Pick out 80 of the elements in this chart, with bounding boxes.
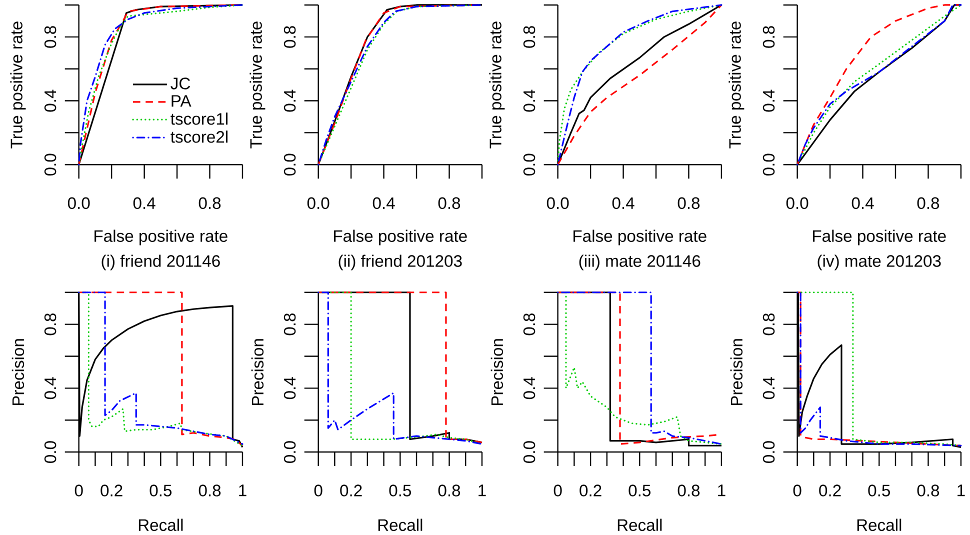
x-tick-label: 0.8 <box>678 484 700 496</box>
x-tick-label: 0 <box>74 484 83 496</box>
y-tick-label: 0.0 <box>762 154 775 176</box>
x-tick-label: 0 <box>314 484 322 496</box>
x-tick-label: 0 <box>793 484 802 496</box>
x-tick-label: 0.4 <box>852 197 874 209</box>
y-tick-label: 0.0 <box>284 440 296 463</box>
y-tick-label: 0.4 <box>284 90 296 112</box>
x-tick-label: 0.5 <box>628 484 650 496</box>
x-tick-label: 0.2 <box>100 484 122 496</box>
text: (iv) mate 201203 <box>818 254 941 270</box>
y-tick-label: 0.4 <box>284 376 296 399</box>
x-tick-label: 0.8 <box>678 197 700 209</box>
y-tick-label: 0.8 <box>523 313 536 336</box>
x-tick-label: 0.8 <box>198 197 221 209</box>
legend-label: tscore2l <box>170 130 228 143</box>
x-tick-label: 0.5 <box>150 484 172 496</box>
x-axis-title: False positive rate <box>94 230 228 246</box>
x-tick-label: 0.5 <box>389 484 412 496</box>
y-axis-title: Precision <box>490 338 504 405</box>
y-tick-label: 0.0 <box>762 440 775 463</box>
y-tick-label: 0.0 <box>44 440 56 463</box>
legend-label: tscore1l <box>170 112 228 125</box>
y-axis-title: True positive rate <box>10 21 26 148</box>
y-tick-label: 0.0 <box>44 154 56 176</box>
y-tick-label: 0.8 <box>523 26 536 48</box>
x-axis-title: False positive rate <box>334 230 467 246</box>
y-axis-title: Precision <box>251 338 264 405</box>
x-tick-label: 1 <box>478 484 486 496</box>
y-tick-label: 0.8 <box>284 26 296 48</box>
x-tick-label: 0.8 <box>198 484 221 496</box>
x-axis-title: Recall <box>378 518 422 531</box>
y-tick-label: 0.0 <box>523 154 536 176</box>
x-tick-label: 0.2 <box>819 484 841 496</box>
x-tick-label: 1 <box>239 484 246 496</box>
y-axis-title: Precision <box>730 338 743 405</box>
y-tick-label: 0.4 <box>523 90 536 112</box>
x-tick-label: 0.4 <box>372 197 395 209</box>
x-tick-label: 1 <box>718 484 726 496</box>
x-tick-label: 0.0 <box>307 197 330 209</box>
x-tick-label: 0.2 <box>340 484 362 496</box>
x-axis-title: Recall <box>138 518 183 531</box>
x-axis-title: False positive rate <box>813 230 946 246</box>
y-tick-label: 0.4 <box>44 90 56 112</box>
y-axis-title: Precision <box>12 338 24 405</box>
y-axis-title: True positive rate <box>489 21 505 148</box>
x-tick-label: 0.4 <box>612 197 634 209</box>
legend-label: JC <box>170 77 190 90</box>
y-tick-label: 0.0 <box>284 154 296 176</box>
y-tick-label: 0.4 <box>523 376 536 399</box>
y-tick-label: 0.0 <box>523 440 536 463</box>
x-tick-label: 0.8 <box>438 484 460 496</box>
y-axis-title: True positive rate <box>250 21 266 148</box>
legend-label: PA <box>172 95 192 106</box>
x-tick-label: 0.8 <box>917 484 940 496</box>
x-tick-label: 0.2 <box>580 484 602 496</box>
y-tick-label: 0.4 <box>762 90 775 112</box>
x-tick-label: 0.5 <box>868 484 890 496</box>
text: (iii) mate 201146 <box>579 254 700 270</box>
x-axis-title: False positive rate <box>574 230 706 246</box>
x-axis-title: Recall <box>618 518 662 531</box>
y-tick-label: 0.8 <box>762 313 775 336</box>
x-axis-title: Recall <box>857 518 902 531</box>
y-tick-label: 0.4 <box>44 376 56 399</box>
y-tick-label: 0.8 <box>762 26 775 48</box>
x-tick-label: 0.0 <box>546 197 569 209</box>
y-tick-label: 0.8 <box>44 313 56 336</box>
x-tick-label: 0.8 <box>438 197 460 209</box>
x-tick-label: 0.8 <box>917 197 940 209</box>
text: (ii) friend 201203 <box>338 254 462 270</box>
y-axis-title: True positive rate <box>728 21 744 148</box>
text: (i) friend 201146 <box>102 254 220 270</box>
y-tick-label: 0.8 <box>44 26 56 48</box>
x-tick-label: 0 <box>554 484 562 496</box>
x-tick-label: 0.0 <box>786 197 808 209</box>
x-tick-label: 0.4 <box>133 197 156 209</box>
x-tick-label: 1 <box>958 484 965 496</box>
y-tick-label: 0.8 <box>284 313 296 336</box>
y-tick-label: 0.4 <box>762 376 775 399</box>
x-tick-label: 0.0 <box>68 197 90 209</box>
